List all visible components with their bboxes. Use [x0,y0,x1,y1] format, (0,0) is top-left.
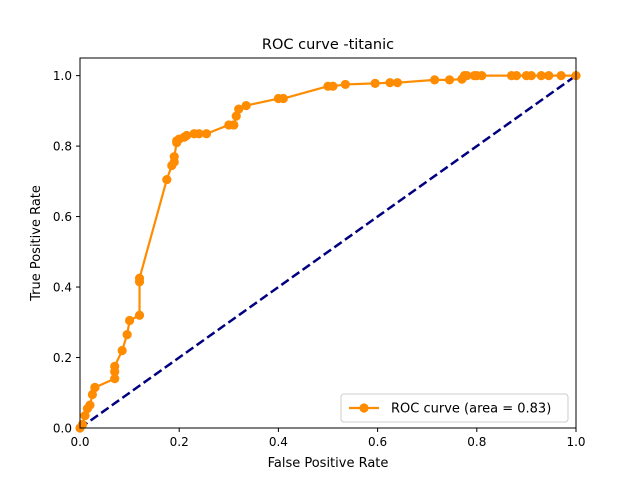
roc-point [85,400,95,410]
x-tick-label: 0.6 [368,435,387,449]
roc-point [201,129,212,139]
x-axis-ticks: 0.0 0.2 0.4 0.6 0.8 1.0 [70,428,586,449]
y-axis-ticks: 0.0 0.2 0.4 0.6 0.8 1.0 [53,69,80,436]
roc-point [194,129,204,139]
roc-point [430,75,440,85]
roc-point [87,389,97,400]
roc-point [110,374,120,384]
roc-point [544,71,554,81]
roc-point [229,120,239,130]
roc-point [122,330,132,340]
roc-point [162,174,172,185]
roc-point [536,71,546,81]
roc-point [278,93,288,104]
roc-point [234,104,244,114]
x-tick-label: 1.0 [566,435,585,449]
roc-point [231,111,241,121]
y-tick-label: 0.8 [53,140,72,154]
x-tick-label: 0.0 [70,435,89,449]
y-tick-label: 0.0 [53,422,72,436]
roc-point [134,273,145,283]
x-tick-label: 0.4 [269,435,288,449]
roc-point [511,71,522,81]
y-tick-label: 0.6 [53,210,72,224]
roc-point [125,315,135,326]
roc-point [169,152,179,162]
roc-point [392,78,403,88]
x-tick-label: 0.2 [170,435,189,449]
roc-point [182,130,192,141]
roc-point [90,382,100,393]
plot-frame [79,57,577,429]
roc-point [340,79,350,90]
legend-marker-swatch [359,403,369,413]
roc-point [110,361,120,371]
x-axis-label: False Positive Rate [268,456,389,471]
y-tick-label: 0.2 [53,351,72,365]
roc-point [477,71,487,81]
y-tick-label: 0.4 [53,281,72,295]
roc-point [556,71,566,81]
roc-point [462,71,472,81]
roc-point [526,71,536,81]
roc-point [328,81,338,91]
legend: ROC curve (area = 0.83) [340,393,569,423]
y-tick-label: 1.0 [53,69,72,83]
roc-point [80,411,90,421]
legend-box [340,393,569,423]
chart-title: ROC curve -titanic [262,37,394,53]
legend-label: ROC curve (area = 0.83) [391,402,551,417]
y-axis-label: True Positive Rate [29,185,44,302]
roc-point [370,78,380,88]
roc-point [117,345,127,356]
roc-point [444,75,455,85]
chance-diagonal-line [79,74,577,430]
roc-point [241,100,251,111]
x-tick-label: 0.8 [467,435,486,449]
roc-point [385,78,395,88]
roc-point [134,310,145,320]
